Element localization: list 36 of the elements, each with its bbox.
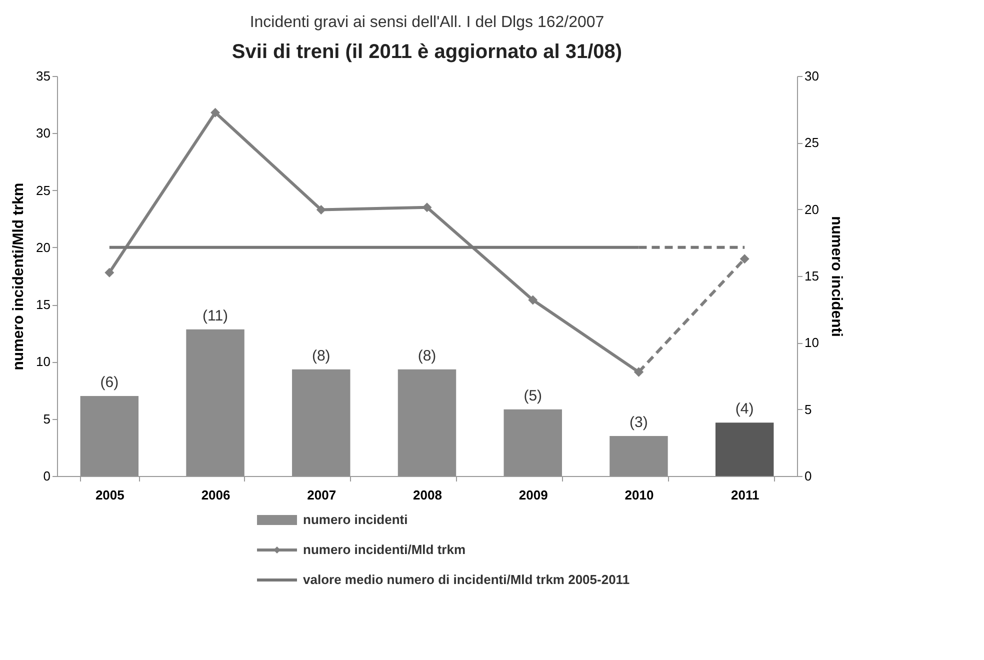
data-label: (4) bbox=[735, 400, 754, 418]
y-tick-label: 30 bbox=[36, 126, 50, 141]
chart-subtitle: Incidenti gravi ai sensi dell'All. I del Dlgs 162/2007 bbox=[250, 14, 604, 31]
legend-label: numero incidenti bbox=[303, 512, 408, 527]
y-tick-label: 35 bbox=[36, 68, 50, 84]
y2-tick-label: 10 bbox=[804, 335, 819, 350]
x-tick-label: 2008 bbox=[413, 488, 442, 502]
x-tick-label: 2005 bbox=[95, 488, 124, 502]
y2-tick-label: 30 bbox=[804, 68, 819, 84]
legend-label: numero incidenti/Mld trkm bbox=[303, 542, 466, 557]
y2-tick-label: 15 bbox=[804, 268, 819, 284]
y-tick-label: 10 bbox=[36, 354, 50, 370]
y2-tick-label: 5 bbox=[804, 402, 812, 417]
x-tick-label: 2007 bbox=[307, 488, 336, 502]
data-label: (11) bbox=[202, 307, 228, 324]
data-label: (8) bbox=[418, 347, 436, 364]
x-tick-label: 2010 bbox=[624, 488, 654, 502]
y-tick-label: 5 bbox=[43, 411, 50, 426]
data-label: (6) bbox=[100, 374, 119, 391]
y2-axis-title: numero incidenti bbox=[828, 216, 845, 337]
x-tick-label: 2009 bbox=[518, 488, 548, 502]
y2-tick-label: 20 bbox=[804, 202, 819, 217]
y-axis-title: numero incidenti/Mld trkm bbox=[10, 182, 28, 370]
y-tick-label: 25 bbox=[36, 182, 50, 198]
data-label: (3) bbox=[630, 414, 648, 431]
y-tick-label: 20 bbox=[36, 240, 50, 255]
y-tick-label: 15 bbox=[36, 297, 50, 312]
y2-tick-label: 0 bbox=[804, 468, 812, 484]
data-label: (5) bbox=[524, 387, 542, 404]
data-label: (8) bbox=[312, 347, 330, 364]
legend-label: valore medio numero di incidenti/Mld trkm 2005-2011 bbox=[303, 572, 630, 587]
y2-tick-label: 25 bbox=[804, 135, 819, 150]
y-tick-label: 0 bbox=[43, 468, 50, 484]
chart-title: Svii di treni (il 2011 è aggiornato al 31/08) bbox=[232, 41, 622, 63]
x-tick-label: 2011 bbox=[730, 488, 760, 502]
x-tick-label: 2006 bbox=[201, 488, 230, 502]
